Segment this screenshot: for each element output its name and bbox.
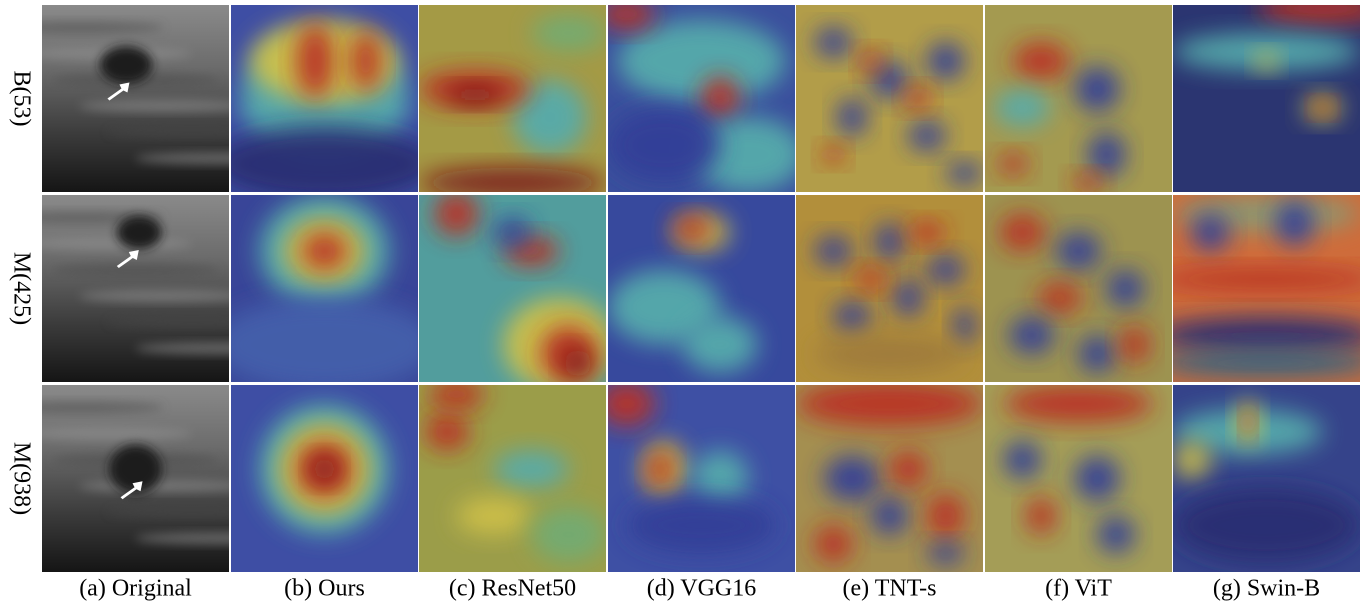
panel-grid (0, 0, 1364, 572)
texture (985, 5, 1172, 192)
lesion (100, 46, 152, 83)
image-panel (231, 385, 418, 572)
image-panel (1154, 195, 1364, 382)
image-panel (608, 195, 795, 382)
image-panel (419, 191, 615, 391)
column-caption: (g) Swin-B (1213, 576, 1320, 602)
tissue-band (23, 238, 191, 250)
image-panel (599, 381, 795, 572)
image-panel (212, 195, 436, 391)
figure: B(53) M(425) M(938) (a) Original (b) Ours (c)… (0, 0, 1364, 608)
image-panel (985, 385, 1172, 572)
image-panel (985, 5, 1172, 192)
texture (796, 5, 983, 192)
tissue-band (79, 480, 247, 492)
texture (1173, 195, 1360, 382)
row-label: M(938) (8, 442, 34, 515)
texture (1173, 385, 1360, 572)
texture (608, 5, 795, 192)
texture (985, 195, 1172, 382)
image-panel (985, 195, 1172, 382)
tissue-band (0, 21, 164, 33)
image-panel (796, 195, 983, 382)
tissue-band (79, 100, 247, 112)
texture (1173, 5, 1360, 192)
texture (419, 385, 606, 572)
texture (796, 385, 983, 572)
tissue-band (23, 428, 191, 440)
lesion (117, 216, 162, 250)
column-caption: (b) Ours (284, 576, 365, 602)
row-label: M(425) (8, 252, 34, 325)
image-panel (419, 5, 606, 198)
image-panel (212, 5, 436, 201)
image-panel (599, 0, 805, 192)
column-caption: (a) Original (79, 576, 192, 602)
texture (796, 195, 983, 382)
texture (985, 385, 1172, 572)
image-panel (419, 379, 606, 572)
tissue-band (51, 264, 219, 276)
texture (608, 385, 795, 572)
image-panel (796, 5, 983, 192)
column-caption: (e) TNT-s (843, 576, 937, 602)
column-caption: (d) VGG16 (647, 576, 757, 602)
texture (231, 385, 418, 572)
texture (231, 5, 418, 192)
image-panel (796, 381, 983, 572)
texture (608, 195, 795, 382)
column-caption: (f) ViT (1045, 576, 1112, 602)
texture (419, 5, 606, 192)
tissue-band (0, 401, 164, 413)
texture (419, 195, 606, 382)
row-label: B(53) (8, 71, 34, 127)
texture (231, 195, 418, 382)
column-caption: (c) ResNet50 (449, 576, 576, 602)
image-panel (1173, 385, 1360, 572)
tissue-band (79, 290, 247, 302)
image-panel (1173, 0, 1364, 192)
